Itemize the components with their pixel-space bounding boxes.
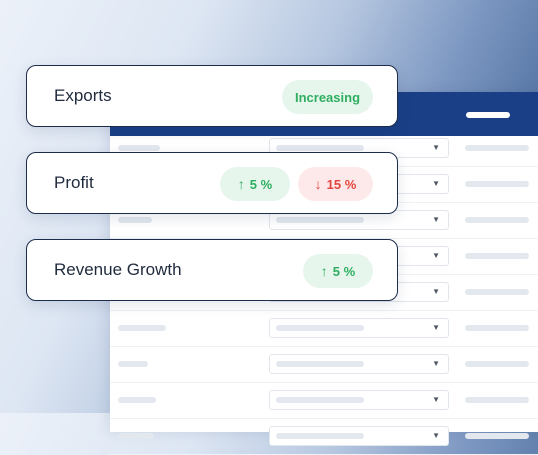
- chevron-down-icon: ▼: [432, 431, 440, 440]
- change-badge-up: ↑ 5 %: [220, 167, 290, 201]
- chevron-down-icon: ▼: [432, 287, 440, 296]
- table-header-placeholder: [466, 112, 510, 118]
- cell-placeholder: [118, 397, 156, 403]
- cell-placeholder: [118, 217, 152, 223]
- chevron-down-icon: ▼: [432, 215, 440, 224]
- cell-placeholder: [465, 253, 529, 259]
- row-select[interactable]: ▼: [269, 318, 449, 338]
- table-row: ▼: [110, 418, 538, 455]
- metric-card-revenue-growth[interactable]: Revenue Growth ↑ 5 %: [26, 239, 398, 301]
- row-select[interactable]: ▼: [269, 354, 449, 374]
- cell-placeholder: [465, 397, 529, 403]
- select-placeholder: [276, 433, 364, 439]
- badge-text: Increasing: [294, 89, 361, 105]
- table-row: ▼: [110, 310, 538, 347]
- chevron-down-icon: ▼: [432, 251, 440, 260]
- cell-placeholder: [465, 217, 529, 223]
- arrow-down-icon: ↓: [314, 176, 322, 192]
- cell-placeholder: [465, 325, 529, 331]
- select-placeholder: [276, 397, 364, 403]
- metric-card-profit[interactable]: Profit ↑ 5 % ↓ 15 %: [26, 152, 398, 214]
- chevron-down-icon: ▼: [432, 359, 440, 368]
- chevron-down-icon: ▼: [432, 143, 440, 152]
- cell-placeholder: [118, 433, 154, 439]
- badge-text: 15 %: [326, 176, 357, 192]
- select-placeholder: [276, 361, 364, 367]
- metric-card-exports[interactable]: Exports Increasing: [26, 65, 398, 127]
- cell-placeholder: [465, 361, 529, 367]
- chevron-down-icon: ▼: [432, 179, 440, 188]
- metric-label: Exports: [54, 86, 112, 105]
- metric-label: Profit: [54, 173, 94, 192]
- chevron-down-icon: ▼: [432, 323, 440, 332]
- arrow-up-icon: ↑: [237, 176, 245, 192]
- cell-placeholder: [118, 145, 160, 151]
- change-badge-up: ↑ 5 %: [303, 254, 373, 288]
- table-row: ▼: [110, 346, 538, 383]
- metric-label: Revenue Growth: [54, 260, 182, 279]
- badge-text: 5 %: [249, 176, 273, 192]
- cell-placeholder: [465, 145, 529, 151]
- table-row: ▼: [110, 382, 538, 419]
- select-placeholder: [276, 145, 364, 151]
- change-badge-down: ↓ 15 %: [298, 167, 373, 201]
- chevron-down-icon: ▼: [432, 395, 440, 404]
- cell-placeholder: [465, 433, 529, 439]
- badge-text: 5 %: [332, 263, 356, 279]
- row-select[interactable]: ▼: [269, 390, 449, 410]
- cell-placeholder: [118, 361, 148, 367]
- arrow-up-icon: ↑: [320, 263, 328, 279]
- cell-placeholder: [465, 289, 529, 295]
- select-placeholder: [276, 217, 364, 223]
- cell-placeholder: [118, 325, 166, 331]
- select-placeholder: [276, 325, 364, 331]
- row-select[interactable]: ▼: [269, 426, 449, 446]
- cell-placeholder: [465, 181, 529, 187]
- status-badge-increasing: Increasing: [282, 80, 373, 114]
